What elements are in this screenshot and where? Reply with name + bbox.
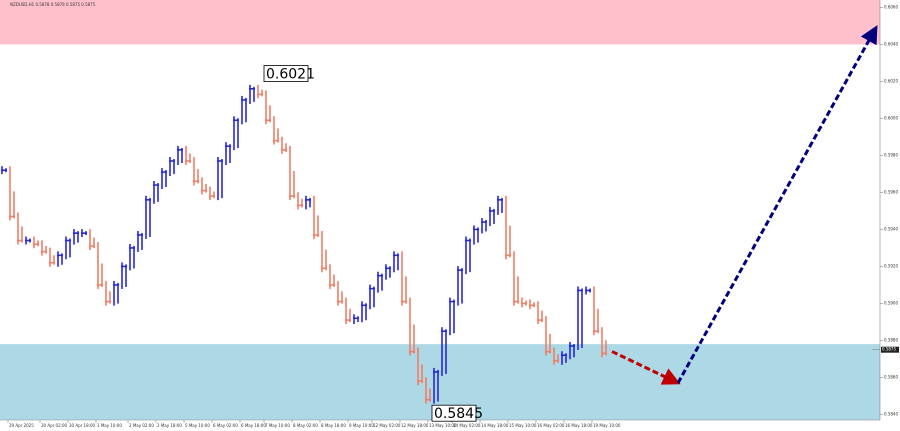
current-price-box <box>881 346 899 353</box>
annotation-box <box>263 65 309 82</box>
x-tick-label: 7 May 10:00 <box>265 423 290 428</box>
y-tick-label: 0.5960 <box>884 189 898 194</box>
y-tick-label: 0.5900 <box>884 300 898 305</box>
x-tick-label: 13 May 10:00 <box>429 423 457 428</box>
y-tick-label: 0.5940 <box>884 226 898 231</box>
x-tick-label: 12 May 18:00 <box>401 423 429 428</box>
y-tick-label: 0.5860 <box>884 374 898 379</box>
current-price-label: 0.5875 <box>882 347 896 352</box>
y-tick-label: 0.6040 <box>884 41 898 46</box>
annotation-box <box>431 404 477 422</box>
forecast-arrow <box>676 25 878 384</box>
x-tick-label: 6 May 18:00 <box>241 423 266 428</box>
annotation-label: 0.6021 <box>266 67 315 83</box>
x-tick-label: 14 May 18:00 <box>481 423 509 428</box>
x-tick-label: 6 May 02:00 <box>213 423 238 428</box>
x-tick-label: 30 Apr 02:00 <box>41 423 68 428</box>
zone <box>0 0 880 45</box>
chart-title: NZDUSD,H1 0.5878 0.5879 0.5875 0.5875 <box>10 2 96 7</box>
x-tick-label: 15 May 10:00 <box>509 423 537 428</box>
y-tick-label: 0.6020 <box>884 78 898 83</box>
x-tick-label: 5 May 10:00 <box>185 423 210 428</box>
forecast-arrow <box>611 350 681 385</box>
x-tick-label: 14 May 02:00 <box>453 423 481 428</box>
x-tick-label: 12 May 02:00 <box>373 423 401 428</box>
y-tick-label: 0.5920 <box>884 263 898 268</box>
x-tick-label: 1 May 10:00 <box>97 423 122 428</box>
y-tick-label: 0.6060 <box>884 4 898 9</box>
x-tick-label: 2 May 18:00 <box>157 423 182 428</box>
x-tick-label: 16 May 02:00 <box>537 423 565 428</box>
x-tick-label: 16 May 18:00 <box>565 423 593 428</box>
x-tick-label: 8 May 02:00 <box>293 423 318 428</box>
y-tick-label: 0.5880 <box>884 337 898 342</box>
x-tick-label: 29 Apr 2025 <box>9 423 34 428</box>
x-tick-label: 9 May 10:00 <box>349 423 374 428</box>
y-tick-label: 0.5840 <box>884 411 898 416</box>
y-tick-label: 0.6000 <box>884 115 898 120</box>
x-tick-label: 8 May 18:00 <box>321 423 346 428</box>
annotation-label: 0.5845 <box>434 406 483 422</box>
zones <box>0 0 880 420</box>
plot <box>1 25 878 404</box>
y-tick-label: 0.5980 <box>884 152 898 157</box>
x-tick-label: 19 May 10:00 <box>593 423 621 428</box>
x-tick-label: 30 Apr 18:00 <box>69 423 96 428</box>
x-tick-label: 2 May 02:00 <box>129 423 154 428</box>
